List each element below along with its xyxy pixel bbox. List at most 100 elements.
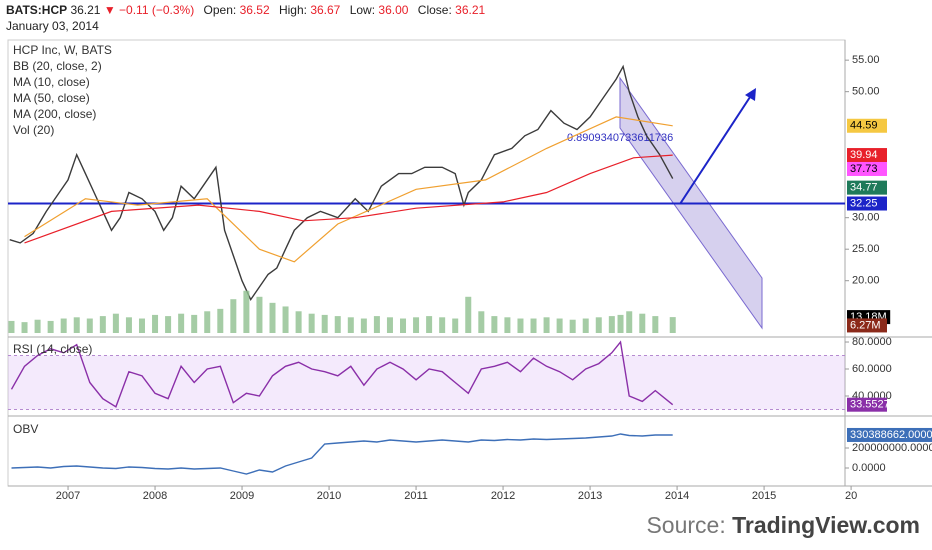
volume-bar	[639, 313, 646, 333]
volume-bar	[617, 314, 624, 333]
volume-bar	[608, 316, 615, 333]
volume-bar	[465, 296, 472, 333]
tag-label: 34.77	[850, 182, 878, 194]
volume-bar	[256, 296, 263, 333]
field-value: 36.21	[455, 3, 486, 17]
tag-box	[847, 161, 887, 176]
arrow-head	[745, 88, 756, 101]
tag-box	[847, 397, 887, 412]
tag-label: 330388662.0000	[850, 429, 932, 441]
volume-bar	[569, 319, 576, 333]
x-tick-label: 2007	[56, 490, 80, 502]
volume-bar	[165, 316, 172, 333]
volume-bar	[669, 317, 676, 333]
y-tick-label: 20.00	[852, 275, 880, 287]
volume-bar	[360, 318, 367, 333]
x-tick-label: 2011	[404, 490, 428, 502]
tag-label: 6.27M	[850, 319, 881, 331]
volume-bar	[595, 317, 602, 333]
volume-bar	[517, 318, 524, 333]
volume-bar	[321, 314, 328, 333]
source-prefix: Source:	[646, 512, 725, 538]
study-label: MA (200, close)	[13, 107, 96, 121]
source: Source: TradingView.com	[646, 512, 920, 538]
volume-bar	[217, 308, 224, 333]
header: BATS:HCP 36.21 ▼ −0.11 (−0.3%) Open: 36.…	[6, 2, 485, 34]
volume-bar	[295, 311, 302, 333]
volume-bar	[47, 320, 54, 333]
panel-title: HCP Inc, W, BATS	[13, 43, 112, 57]
tag-box	[847, 196, 887, 211]
field-label: Low:	[349, 3, 376, 17]
volume-bar	[413, 317, 420, 333]
volume-bar	[86, 318, 93, 333]
volume-bar	[347, 317, 354, 333]
tag-label: 33.5527	[850, 399, 890, 411]
volume-bar	[138, 318, 145, 333]
x-tick-label: 2013	[578, 490, 602, 502]
volume-bar	[269, 302, 276, 333]
volume-bar	[243, 290, 250, 333]
tag-box	[847, 427, 932, 442]
x-tick-label: 2014	[665, 490, 689, 502]
y-tick-label: 200000000.0000	[852, 442, 932, 454]
volume-bar	[34, 319, 41, 333]
quote-line: BATS:HCP 36.21 ▼ −0.11 (−0.3%) Open: 36.…	[6, 2, 485, 18]
study-label: MA (10, close)	[13, 75, 90, 89]
symbol: BATS:HCP	[6, 3, 68, 17]
volume-bar	[556, 318, 563, 333]
tag-box	[847, 148, 887, 163]
study-label: BB (20, close, 2)	[13, 59, 102, 73]
volume-bar	[439, 317, 446, 333]
field-value: 36.00	[378, 3, 409, 17]
rsi-band	[8, 355, 845, 410]
price-tag: 330388662.0000	[847, 427, 932, 442]
price-tag: 44.59	[847, 118, 887, 133]
volume-bar	[125, 317, 132, 333]
field-label: Close:	[417, 3, 452, 17]
volume-bar	[626, 311, 633, 333]
volume-bar	[21, 322, 28, 333]
volume-bar	[73, 317, 80, 333]
volume-bar	[491, 316, 498, 333]
arrow	[679, 93, 753, 205]
study-label: MA (50, close)	[13, 91, 90, 105]
tag-label: 39.94	[850, 149, 878, 161]
volume-bar	[60, 318, 67, 333]
volume-bar	[308, 313, 315, 333]
price-tag: 39.94	[847, 148, 887, 163]
y-tick-label: 0.0000	[852, 462, 886, 474]
y-tick-label: 55.00	[852, 54, 880, 66]
volume-bar	[282, 306, 289, 333]
field-value: 36.67	[310, 3, 341, 17]
volume-bar	[191, 314, 198, 333]
volume-bar	[504, 317, 511, 333]
series-line	[24, 116, 673, 263]
volume-bar	[543, 317, 550, 333]
volume-bar	[373, 316, 380, 333]
price-tag: 34.77	[847, 180, 887, 195]
x-tick-label: 2010	[317, 490, 341, 502]
volume-bar	[652, 316, 659, 333]
price-tag: 32.25	[847, 196, 887, 211]
volume-bar	[582, 318, 589, 333]
volume-bar	[530, 318, 537, 333]
tag-label: 37.73	[850, 163, 878, 175]
tag-box	[847, 118, 887, 133]
series-line	[9, 64, 674, 302]
series-line	[10, 340, 674, 408]
volume-bar	[152, 314, 159, 333]
field-label: Open:	[203, 3, 237, 17]
volume-bar	[178, 313, 185, 333]
volume-bar	[426, 316, 433, 333]
field-value: 36.52	[239, 3, 270, 17]
x-tick-label: 20	[845, 490, 857, 502]
y-tick-label: 25.00	[852, 243, 880, 255]
volume-bar	[230, 299, 237, 333]
study-label: Vol (20)	[13, 123, 54, 137]
volume-bar	[452, 318, 459, 333]
change: ▼ −0.11 (−0.3%)	[103, 3, 195, 17]
x-tick-label: 2008	[143, 490, 167, 502]
tag-label: 44.59	[850, 120, 878, 132]
